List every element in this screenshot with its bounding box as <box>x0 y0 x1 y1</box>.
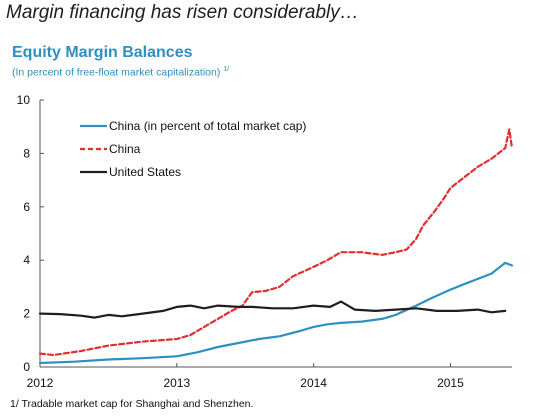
y-tick-label: 8 <box>23 146 30 160</box>
y-tick-label: 10 <box>17 93 31 107</box>
chart-subtitle: (In percent of free-float market capital… <box>12 66 229 79</box>
chart-footnote: 1/ Tradable market cap for Shanghai and … <box>10 398 254 410</box>
x-tick-label: 2014 <box>300 376 327 390</box>
chart-legend: China (in percent of total market cap) Ch… <box>80 119 306 179</box>
series-line-china-in-percent-of-total-market-cap <box>38 261 514 365</box>
series-line-china <box>38 128 514 357</box>
chart-title: Equity Margin Balances <box>12 44 193 61</box>
chart-subtitle-text: (In percent of free-float market capital… <box>12 66 221 79</box>
legend-label: China (in percent of total market cap) <box>109 119 306 133</box>
legend-label: China <box>109 142 141 156</box>
x-tick-label: 2015 <box>437 376 464 390</box>
y-tick-label: 2 <box>23 307 30 321</box>
y-tick-label: 6 <box>23 200 30 214</box>
x-tick-label: 2012 <box>27 376 54 390</box>
legend-label: United States <box>109 165 181 179</box>
x-tick-label: 2013 <box>163 376 190 390</box>
chart-series <box>38 128 514 365</box>
y-tick-label: 0 <box>23 360 30 374</box>
chart-axes: 0 2 4 6 8 10 2012 2013 2014 2015 <box>17 93 512 390</box>
y-tick-label: 4 <box>23 253 30 267</box>
page-headline: Margin financing has risen considerably… <box>6 2 359 23</box>
series-line-united-states <box>38 300 507 319</box>
chart-subtitle-note: 1/ <box>223 66 230 73</box>
